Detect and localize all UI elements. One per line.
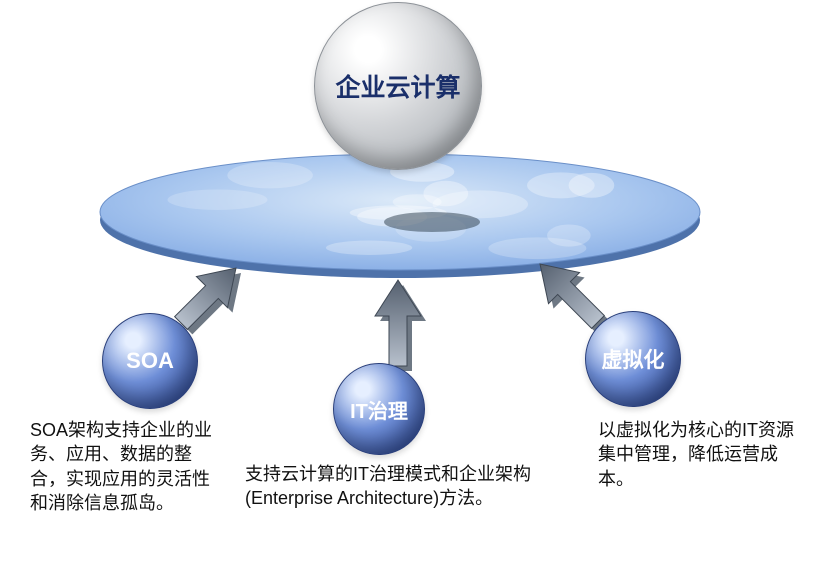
pillar-sphere-virtualization: 虚拟化 <box>585 311 681 407</box>
pillar-sphere-soa: SOA <box>102 313 198 409</box>
pillar-desc-it-governance: 支持云计算的IT治理模式和企业架构(Enterprise Architectur… <box>245 462 545 511</box>
pillar-sphere-it-governance: IT治理 <box>333 363 425 455</box>
pillar-desc-soa: SOA架构支持企业的业务、应用、数据的整合，实现应用的灵活性和消除信息孤岛。 <box>30 418 220 515</box>
pillar-sphere-it-governance-label: IT治理 <box>350 395 408 424</box>
arrow-icon <box>375 280 421 366</box>
central-sphere: 企业云计算 <box>314 2 482 170</box>
pillar-sphere-soa-label: SOA <box>126 348 174 374</box>
pillar-desc-virtualization: 以虚拟化为核心的IT资源集中管理，降低运营成本。 <box>598 418 808 491</box>
central-sphere-shadow <box>384 212 480 232</box>
pillar-sphere-virtualization-label: 虚拟化 <box>602 344 665 374</box>
arrow-icon <box>540 264 604 328</box>
central-sphere-label: 企业云计算 <box>335 68 460 104</box>
diagram-canvas: 企业云计算 SOA IT治理 虚拟化 SOA架构支持企业的业务、应用、数据的整合，实现应… <box>0 0 827 575</box>
